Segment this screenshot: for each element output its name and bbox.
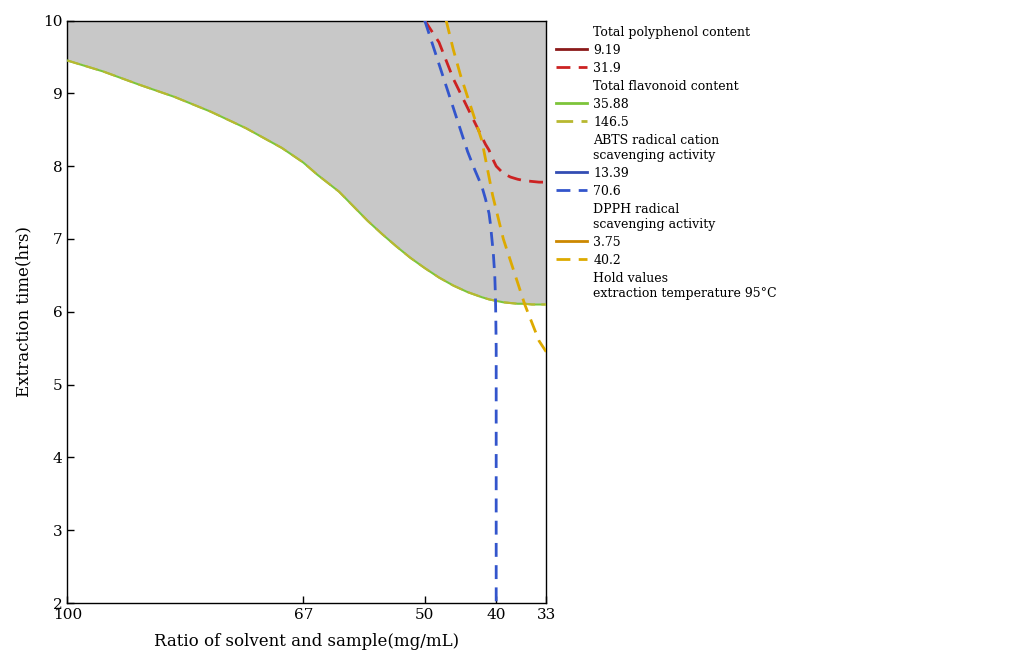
Polygon shape — [68, 21, 546, 305]
Y-axis label: Extraction time(hrs): Extraction time(hrs) — [15, 226, 32, 397]
Polygon shape — [68, 61, 546, 603]
X-axis label: Ratio of solvent and sample(mg/mL): Ratio of solvent and sample(mg/mL) — [154, 633, 460, 650]
Legend: Total polyphenol content, 9.19, 31.9, Total flavonoid content, 35.88, 146.5, ABT: Total polyphenol content, 9.19, 31.9, To… — [551, 21, 782, 305]
